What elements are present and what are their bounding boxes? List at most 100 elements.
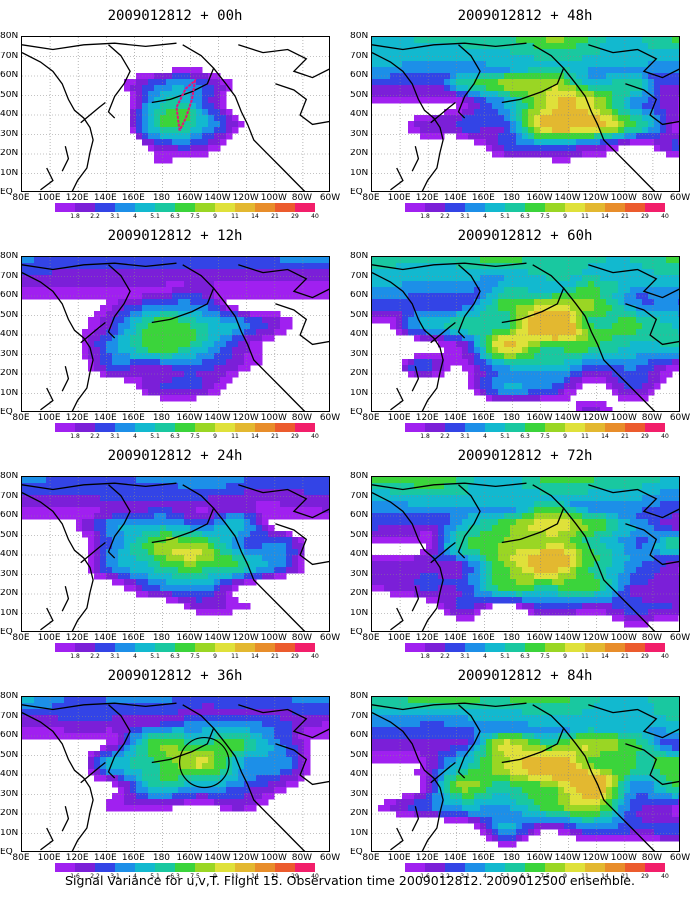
- signal-variance-cell: [450, 341, 457, 348]
- signal-variance-cell: [136, 377, 143, 384]
- signal-variance-cell: [642, 329, 649, 336]
- signal-variance-cell: [648, 79, 655, 86]
- signal-variance-cell: [594, 353, 601, 360]
- coastline: [40, 167, 54, 191]
- signal-variance-cell: [504, 49, 511, 56]
- signal-variance-cell: [22, 489, 29, 496]
- signal-variance-cell: [510, 543, 517, 550]
- signal-variance-cell: [444, 121, 451, 128]
- signal-variance-cell: [570, 537, 577, 544]
- signal-variance-cell: [624, 561, 631, 568]
- colorbar-swatch: [155, 643, 175, 652]
- signal-variance-cell: [178, 489, 185, 496]
- signal-variance-cell: [112, 531, 119, 538]
- signal-variance-cell: [594, 275, 601, 282]
- signal-variance-cell: [462, 103, 469, 110]
- signal-variance-cell: [178, 579, 185, 586]
- signal-variance-cell: [148, 501, 155, 508]
- signal-variance-cell: [558, 477, 565, 484]
- signal-variance-cell: [648, 341, 655, 348]
- signal-variance-cell: [372, 561, 379, 568]
- signal-variance-cell: [642, 335, 649, 342]
- signal-variance-cell: [118, 275, 125, 282]
- signal-variance-cell: [546, 97, 553, 104]
- coastline: [61, 366, 70, 392]
- signal-variance-cell: [618, 323, 625, 330]
- signal-variance-cell: [256, 561, 263, 568]
- signal-variance-cell: [504, 489, 511, 496]
- signal-variance-cell: [220, 275, 227, 282]
- signal-variance-cell: [618, 347, 625, 354]
- signal-variance-cell: [154, 157, 161, 164]
- signal-variance-cell: [654, 507, 661, 514]
- signal-variance-cell: [396, 501, 403, 508]
- signal-variance-cell: [432, 489, 439, 496]
- signal-variance-cell: [148, 579, 155, 586]
- signal-variance-cell: [214, 555, 221, 562]
- signal-variance-cell: [136, 335, 143, 342]
- signal-variance-cell: [438, 133, 445, 140]
- signal-variance-cell: [190, 257, 197, 264]
- signal-variance-cell: [450, 537, 457, 544]
- signal-variance-cell: [142, 257, 149, 264]
- signal-variance-cell: [558, 483, 565, 490]
- signal-variance-cell: [480, 257, 487, 264]
- signal-variance-cell: [552, 323, 559, 330]
- signal-variance-cell: [148, 79, 155, 86]
- signal-variance-cell: [642, 305, 649, 312]
- signal-variance-cell: [310, 507, 317, 514]
- signal-variance-cell: [570, 531, 577, 538]
- signal-variance-cell: [202, 543, 209, 550]
- signal-variance-cell: [678, 341, 679, 348]
- signal-variance-cell: [426, 519, 433, 526]
- signal-variance-cell: [624, 483, 631, 490]
- signal-variance-cell: [510, 287, 517, 294]
- latitude-label: 70N: [0, 51, 19, 61]
- signal-variance-cell: [636, 347, 643, 354]
- signal-variance-cell: [672, 269, 679, 276]
- colorbar-swatch: [235, 643, 255, 652]
- signal-variance-cell: [178, 383, 185, 390]
- signal-variance-cell: [558, 281, 565, 288]
- signal-variance-cell: [606, 103, 613, 110]
- signal-variance-cell: [582, 269, 589, 276]
- signal-variance-cell: [196, 103, 203, 110]
- signal-variance-cell: [612, 525, 619, 532]
- signal-variance-cell: [630, 383, 637, 390]
- signal-variance-cell: [594, 549, 601, 556]
- signal-variance-cell: [474, 543, 481, 550]
- signal-variance-cell: [594, 537, 601, 544]
- signal-variance-cell: [522, 495, 529, 502]
- signal-variance-cell: [654, 139, 661, 146]
- signal-variance-cell: [648, 555, 655, 562]
- signal-variance-cell: [100, 359, 107, 366]
- signal-variance-cell: [666, 537, 673, 544]
- signal-variance-cell: [100, 477, 107, 484]
- signal-variance-cell: [190, 603, 197, 610]
- signal-variance-cell: [534, 507, 541, 514]
- signal-variance-cell: [642, 495, 649, 502]
- signal-variance-cell: [286, 483, 293, 490]
- signal-variance-cell: [534, 55, 541, 62]
- signal-variance-cell: [678, 37, 679, 44]
- signal-variance-cell: [196, 121, 203, 128]
- signal-variance-cell: [202, 597, 209, 604]
- signal-variance-cell: [378, 49, 385, 56]
- signal-variance-cell: [142, 281, 149, 288]
- signal-variance-cell: [304, 287, 311, 294]
- signal-variance-cell: [208, 305, 215, 312]
- signal-variance-cell: [244, 365, 251, 372]
- signal-variance-cell: [642, 275, 649, 282]
- signal-variance-cell: [450, 531, 457, 538]
- signal-variance-cell: [564, 519, 571, 526]
- signal-variance-cell: [396, 519, 403, 526]
- signal-variance-cell: [588, 335, 595, 342]
- signal-variance-cell: [112, 263, 119, 270]
- signal-variance-cell: [606, 359, 613, 366]
- colorbar-swatch: [465, 203, 485, 212]
- signal-variance-cell: [600, 79, 607, 86]
- signal-variance-cell: [594, 519, 601, 526]
- signal-variance-cell: [220, 103, 227, 110]
- signal-variance-cell: [528, 489, 535, 496]
- signal-variance-cell: [396, 525, 403, 532]
